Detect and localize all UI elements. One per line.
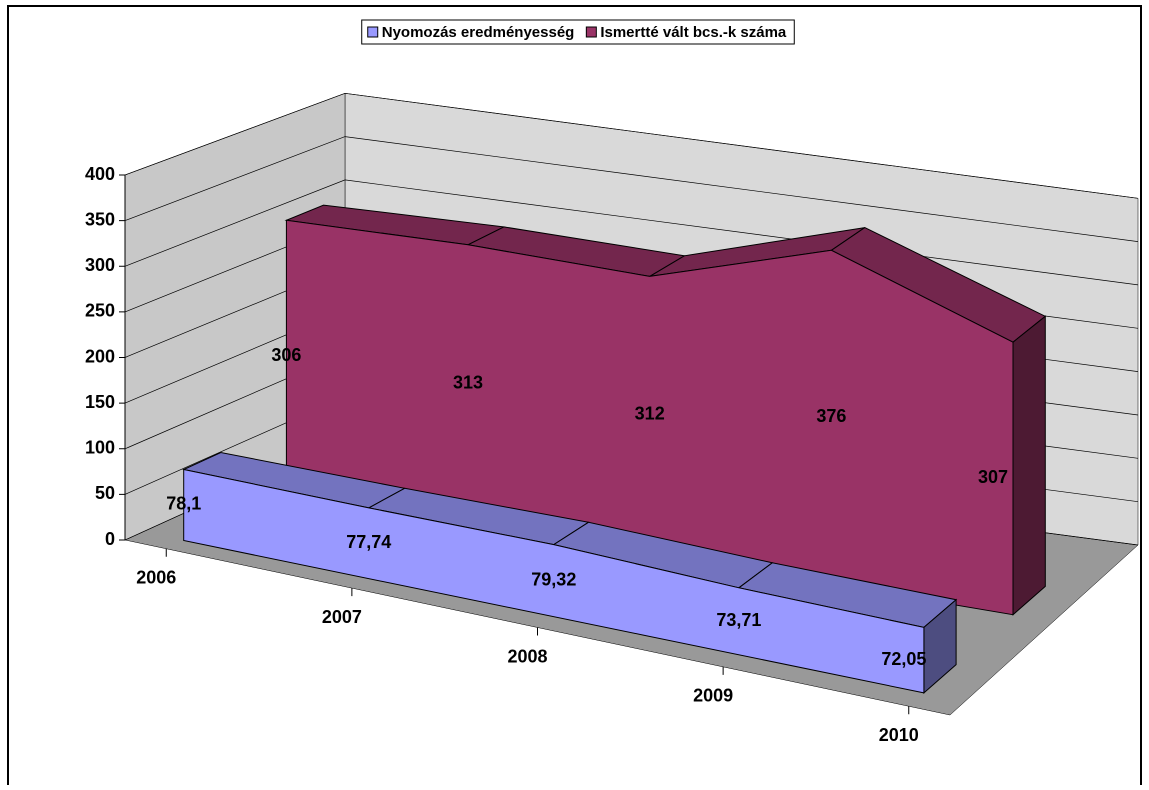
x-tick-label: 2006 <box>136 568 176 588</box>
x-tick-label: 2010 <box>879 725 919 745</box>
data-label: 306 <box>271 345 301 365</box>
y-tick-label: 200 <box>85 346 115 366</box>
legend-swatch <box>367 26 379 38</box>
data-label: 77,74 <box>346 532 391 552</box>
series: 78,1 77,74 79,32 73,71 72,05 <box>166 451 958 695</box>
y-tick-label: 300 <box>85 255 115 275</box>
y-tick-label: 100 <box>85 438 115 458</box>
data-label: 312 <box>635 404 665 424</box>
y-tick-label: 0 <box>105 529 115 549</box>
data-label: 73,71 <box>716 610 761 630</box>
y-tick-label: 150 <box>85 392 115 412</box>
grid-line <box>124 136 1139 242</box>
legend: Nyomozás eredményesség Ismertté vált bcs.… <box>361 19 795 45</box>
area <box>183 468 925 694</box>
data-label: 313 <box>453 372 483 392</box>
legend-label: Nyomozás eredményesség <box>382 24 575 41</box>
data-label: 307 <box>978 467 1008 487</box>
data-label: 72,05 <box>881 649 926 669</box>
x-tick-label: 2007 <box>322 607 362 627</box>
grid-line <box>124 92 1139 199</box>
y-tick-label: 50 <box>95 483 115 503</box>
legend-box <box>361 19 795 45</box>
legend-label: Ismertté vált bcs.-k száma <box>600 24 787 41</box>
data-label: 78,1 <box>166 494 201 514</box>
plot: 0 50 100 150 200 250 300 350 400 2006 2007 2008 2009… <box>85 92 1139 745</box>
area-side <box>1012 315 1046 616</box>
legend-swatch <box>585 26 597 38</box>
y-tick-label: 350 <box>85 209 115 229</box>
data-label: 79,32 <box>531 569 576 589</box>
y-tick-label: 250 <box>85 301 115 321</box>
y-tick-label: 400 <box>85 164 115 184</box>
x-tick-label: 2008 <box>507 646 547 666</box>
x-tick-label: 2009 <box>693 686 733 706</box>
data-label: 376 <box>816 406 846 426</box>
